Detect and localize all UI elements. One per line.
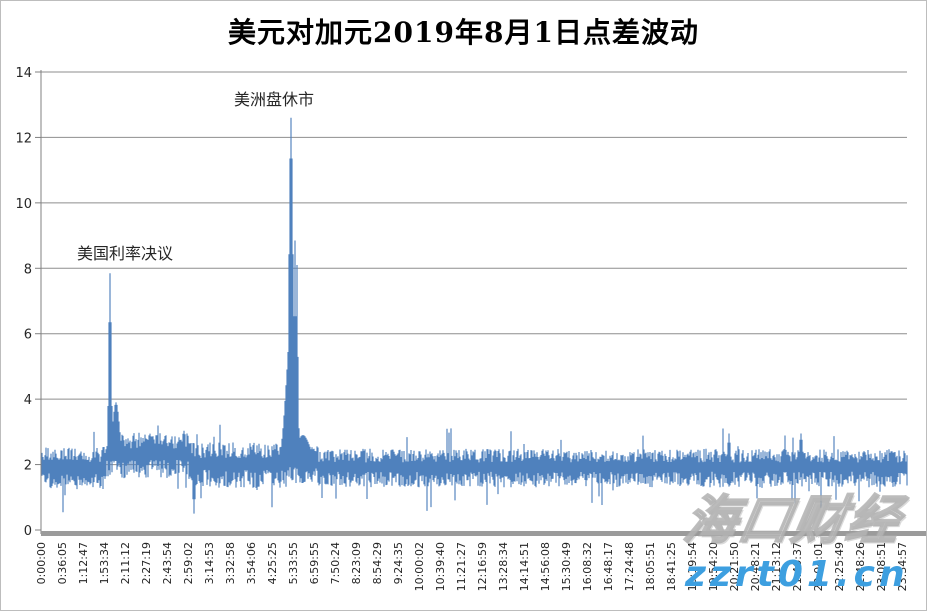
x-tick-label: 13:28:34 (497, 542, 510, 591)
x-tick-label: 22:48:26 (854, 542, 867, 591)
x-tick-label: 20:21:50 (728, 542, 741, 591)
x-tick-label: 20:48:21 (749, 542, 762, 591)
x-tick-label: 21:13:12 (770, 542, 783, 591)
x-tick-label: 16:08:32 (581, 542, 594, 591)
y-tick-label: 10 (15, 197, 32, 212)
y-tick-label: 12 (15, 131, 32, 146)
y-tick-label: 14 (15, 66, 32, 81)
y-tick-label: 4 (24, 393, 32, 408)
x-axis-labels: 0:00:00 0:36:05 1:12:47 1:53:34 2:11:12 2:27:… (35, 542, 909, 591)
x-tick-label: 1:12:47 (77, 542, 90, 584)
x-tick-label: 23:08:51 (875, 542, 888, 591)
x-tick-label: 3:32:58 (224, 542, 237, 584)
x-tick-label: 11:21:27 (455, 542, 468, 591)
x-tick-label: 9:24:35 (392, 542, 405, 584)
x-tick-label: 6:59:55 (308, 542, 321, 584)
x-tick-label: 22:25:49 (833, 542, 846, 591)
x-tick-label: 8:23:09 (350, 542, 363, 584)
x-tick-label: 15:30:49 (560, 542, 573, 591)
x-tick-label: 2:27:19 (140, 542, 153, 584)
x-tick-label: 12:16:59 (476, 542, 489, 591)
x-tick-label: 23:34:57 (896, 542, 909, 591)
x-tick-label: 19:54:20 (707, 542, 720, 591)
annotation-us-rate-decision: 美国利率决议 (77, 244, 174, 263)
y-tick-label: 8 (24, 262, 32, 277)
y-tick-label: 6 (24, 328, 32, 343)
gridlines (41, 71, 907, 466)
x-tick-label: 14:14:51 (518, 542, 531, 591)
x-tick-label: 17:24:48 (623, 542, 636, 591)
x-tick-label: 10:39:40 (434, 542, 447, 591)
x-tick-label: 8:54:29 (371, 542, 384, 584)
x-tick-label: 19:19:54 (686, 542, 699, 591)
y-axis: 0 2 4 6 8 10 12 14 (15, 66, 42, 539)
x-tick-label: 2:43:54 (161, 542, 174, 584)
y-tick-label: 2 (24, 459, 32, 474)
x-tick-label: 0:36:05 (56, 542, 69, 584)
x-tick-label: 2:59:02 (182, 542, 195, 584)
x-tick-label: 10:00:02 (413, 542, 426, 591)
x-tick-label: 18:05:51 (644, 542, 657, 591)
x-tick-label: 5:33:55 (287, 542, 300, 584)
x-tick-label: 2:11:12 (119, 542, 132, 584)
annotation-america-market-close: 美洲盘休市 (234, 90, 315, 109)
x-tick-label: 3:14:53 (203, 542, 216, 584)
series-spread-line (41, 117, 908, 514)
x-tick-label: 3:54:06 (245, 542, 258, 584)
x-tick-label: 16:48:17 (602, 542, 615, 591)
chart-title: 美元对加元2019年8月1日点差波动 (228, 16, 699, 49)
x-tick-label: 21:40:37 (791, 542, 804, 591)
x-tick-label: 1:53:34 (98, 542, 111, 584)
x-tick-label: 22:04:01 (812, 542, 825, 591)
x-tick-label: 0:00:00 (35, 542, 48, 584)
x-tick-label: 4:25:25 (266, 542, 279, 584)
x-tick-label: 18:41:25 (665, 542, 678, 591)
x-tick-label: 7:50:24 (329, 542, 342, 584)
y-tick-label: 0 (24, 524, 32, 539)
x-axis-bar (41, 531, 926, 536)
x-tick-label: 14:56:08 (539, 542, 552, 591)
